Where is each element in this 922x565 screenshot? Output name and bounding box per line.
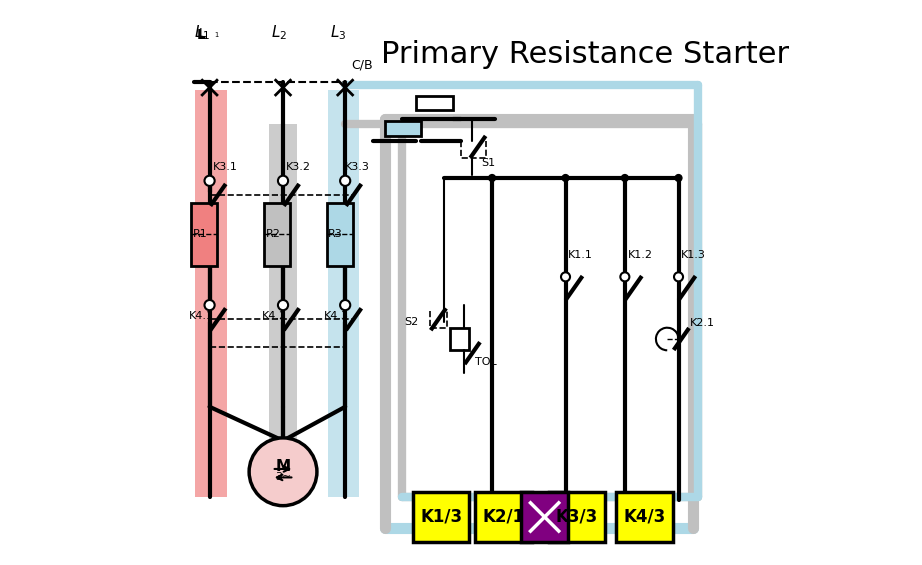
Circle shape — [278, 176, 288, 186]
Text: R1: R1 — [193, 229, 207, 240]
Text: K3.2: K3.2 — [286, 162, 311, 172]
Text: C/B: C/B — [351, 58, 372, 72]
Circle shape — [205, 176, 215, 186]
Text: Primary Resistance Starter: Primary Resistance Starter — [381, 40, 789, 68]
Text: S2: S2 — [405, 317, 419, 327]
Text: $L_2$: $L_2$ — [271, 24, 287, 42]
Text: M: M — [276, 459, 290, 473]
Bar — [265, 203, 290, 266]
Bar — [413, 492, 469, 542]
Text: R3: R3 — [328, 229, 343, 240]
Circle shape — [561, 272, 570, 281]
Text: K4.2: K4.2 — [262, 311, 288, 321]
Text: K4.3: K4.3 — [325, 311, 349, 321]
Text: $L_3$: $L_3$ — [330, 24, 346, 42]
Text: L: L — [198, 27, 206, 40]
Text: K1.2: K1.2 — [628, 250, 653, 260]
Text: K4/3: K4/3 — [623, 508, 666, 526]
Text: $L_1$: $L_1$ — [195, 24, 210, 42]
Circle shape — [621, 175, 628, 181]
Text: K4.1: K4.1 — [189, 311, 214, 321]
Circle shape — [621, 272, 630, 281]
Bar — [195, 90, 227, 497]
Bar — [328, 90, 360, 497]
Text: R2: R2 — [266, 229, 281, 240]
Bar — [384, 121, 421, 136]
Bar — [416, 96, 453, 110]
Text: K3.3: K3.3 — [345, 162, 370, 172]
Bar — [521, 492, 568, 542]
Text: L: L — [196, 28, 206, 42]
Text: K3.1: K3.1 — [212, 162, 237, 172]
Bar — [617, 492, 673, 542]
Circle shape — [675, 175, 682, 181]
Text: S1: S1 — [480, 158, 495, 168]
Bar — [269, 124, 297, 475]
Circle shape — [278, 300, 288, 310]
Bar — [549, 492, 605, 542]
Text: K1.1: K1.1 — [568, 250, 593, 260]
Bar — [191, 203, 217, 266]
Circle shape — [249, 438, 317, 506]
Text: K2.1: K2.1 — [690, 318, 715, 328]
Text: K3/3: K3/3 — [556, 508, 598, 526]
Text: K1/3: K1/3 — [420, 508, 462, 526]
Bar — [326, 203, 352, 266]
Text: K1.3: K1.3 — [681, 250, 706, 260]
Circle shape — [562, 175, 569, 181]
Text: TOL: TOL — [475, 357, 497, 367]
Bar — [475, 492, 532, 542]
Bar — [450, 328, 469, 350]
Circle shape — [489, 175, 495, 181]
Text: 3~: 3~ — [275, 472, 291, 483]
Text: K2/1: K2/1 — [482, 508, 525, 526]
Circle shape — [340, 176, 350, 186]
Circle shape — [674, 272, 683, 281]
Circle shape — [340, 300, 350, 310]
Text: $_1$: $_1$ — [214, 29, 219, 40]
Circle shape — [205, 300, 215, 310]
